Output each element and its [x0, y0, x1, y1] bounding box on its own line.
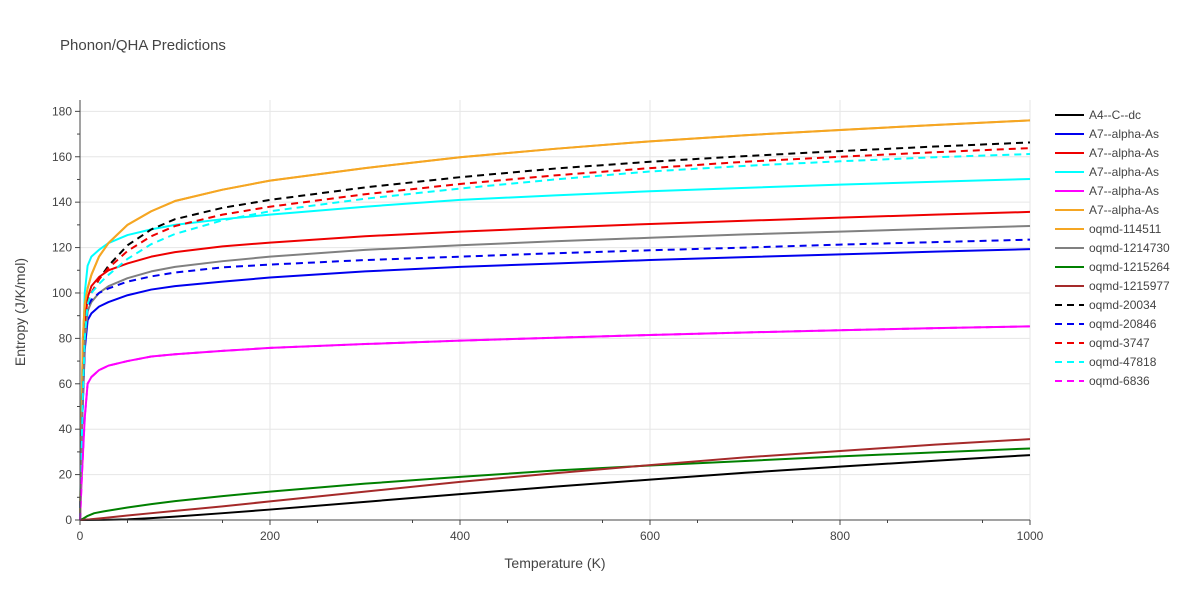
- y-tick-label: 20: [59, 468, 73, 482]
- legend-item[interactable]: oqmd-1215977: [1055, 279, 1170, 293]
- x-tick-label: 0: [77, 529, 84, 543]
- chart-title: Phonon/QHA Predictions: [60, 37, 226, 54]
- legend-label: oqmd-47818: [1089, 355, 1157, 369]
- legend-item[interactable]: A7--alpha-As: [1055, 203, 1159, 217]
- legend-label: oqmd-114511: [1089, 222, 1162, 236]
- legend-label: oqmd-3747: [1089, 336, 1150, 350]
- legend-label: oqmd-1214730: [1089, 241, 1170, 255]
- legend-item[interactable]: oqmd-1214730: [1055, 241, 1170, 255]
- legend-label: oqmd-20034: [1089, 298, 1157, 312]
- x-tick-label: 600: [640, 529, 660, 543]
- x-tick-label: 400: [450, 529, 470, 543]
- series-line-15[interactable]: [79, 325, 1031, 521]
- legend-item[interactable]: A7--alpha-As: [1055, 146, 1159, 160]
- series-line-2[interactable]: [79, 248, 1031, 521]
- legend-item[interactable]: oqmd-47818: [1055, 355, 1157, 369]
- series-line-10[interactable]: [79, 438, 1031, 521]
- legend-label: oqmd-1215977: [1089, 279, 1170, 293]
- x-tick-label: 200: [260, 529, 280, 543]
- legend-item[interactable]: A4--C--dc: [1055, 108, 1141, 122]
- series-line-6[interactable]: [79, 119, 1031, 521]
- legend-item[interactable]: oqmd-6836: [1055, 374, 1150, 388]
- y-tick-label: 160: [52, 150, 72, 164]
- y-tick-label: 60: [59, 377, 73, 391]
- series-line-8[interactable]: [79, 225, 1031, 521]
- legend[interactable]: A4--C--dc A7--alpha-As A7--alpha-As A7--alp…: [1055, 108, 1170, 388]
- series-line-4[interactable]: [79, 178, 1031, 521]
- series-line-7[interactable]: [79, 119, 1031, 521]
- series-line-9[interactable]: [79, 447, 1031, 521]
- legend-item[interactable]: A7--alpha-As: [1055, 184, 1159, 198]
- series-line-5[interactable]: [79, 325, 1031, 521]
- legend-label: A4--C--dc: [1089, 108, 1141, 122]
- legend-label: A7--alpha-As: [1089, 165, 1159, 179]
- legend-item[interactable]: oqmd-3747: [1055, 336, 1150, 350]
- x-axis-title: Temperature (K): [504, 555, 605, 571]
- y-tick-label: 0: [65, 513, 72, 527]
- y-axis-title: Entropy (J/K/mol): [12, 258, 28, 366]
- series-line-1[interactable]: [79, 454, 1031, 521]
- legend-item[interactable]: oqmd-20034: [1055, 298, 1157, 312]
- x-tick-label: 1000: [1017, 529, 1044, 543]
- legend-item[interactable]: oqmd-20846: [1055, 317, 1157, 331]
- series-line-3[interactable]: [79, 210, 1031, 521]
- legend-item[interactable]: A7--alpha-As: [1055, 127, 1159, 141]
- legend-item[interactable]: A7--alpha-As: [1055, 165, 1159, 179]
- series-line-12[interactable]: [79, 238, 1031, 521]
- legend-label: A7--alpha-As: [1089, 127, 1159, 141]
- y-tick-label: 180: [52, 104, 72, 118]
- y-tick-label: 40: [59, 422, 73, 436]
- legend-label: oqmd-1215264: [1089, 260, 1170, 274]
- series-line-14[interactable]: [79, 153, 1031, 521]
- legend-label: A7--alpha-As: [1089, 184, 1159, 198]
- legend-label: A7--alpha-As: [1089, 203, 1159, 217]
- legend-label: oqmd-20846: [1089, 317, 1157, 331]
- y-tick-label: 80: [59, 331, 73, 345]
- x-tick-label: 800: [830, 529, 850, 543]
- plot-area: [79, 119, 1031, 521]
- legend-item[interactable]: oqmd-1215264: [1055, 260, 1170, 274]
- grid: [79, 100, 1031, 521]
- legend-item[interactable]: oqmd-114511: [1055, 222, 1162, 236]
- y-tick-label: 140: [52, 195, 72, 209]
- legend-label: A7--alpha-As: [1089, 146, 1159, 160]
- legend-label: oqmd-6836: [1089, 374, 1150, 388]
- y-tick-label: 120: [52, 241, 72, 255]
- y-tick-label: 100: [52, 286, 72, 300]
- axes: 0 200 400 600 800 1000 0 20 40 60 80 100 120 140 160 18…: [52, 100, 1044, 543]
